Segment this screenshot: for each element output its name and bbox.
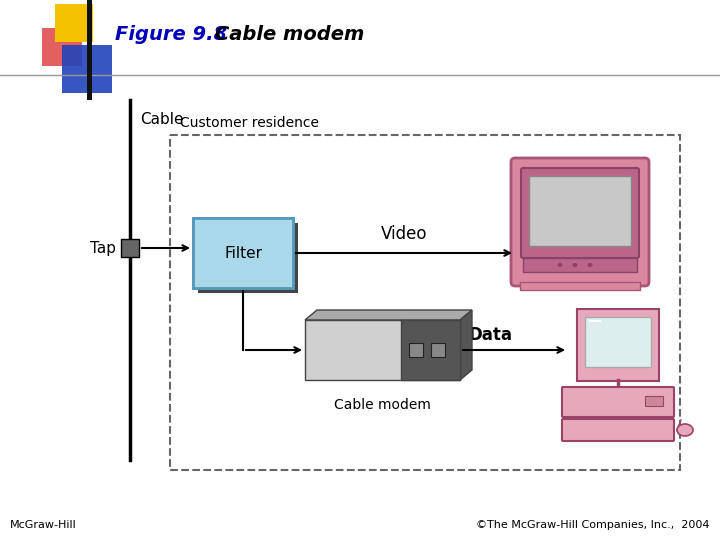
Bar xyxy=(431,343,445,357)
Bar xyxy=(193,218,293,288)
Text: McGraw-Hill: McGraw-Hill xyxy=(10,520,77,530)
Bar xyxy=(523,258,637,272)
Text: Cable: Cable xyxy=(140,112,184,127)
Bar xyxy=(645,396,663,406)
FancyBboxPatch shape xyxy=(562,419,674,441)
Bar xyxy=(62,45,112,93)
Polygon shape xyxy=(460,310,472,380)
Bar xyxy=(409,343,423,357)
Text: Filter: Filter xyxy=(224,246,262,260)
Text: Figure 9.8: Figure 9.8 xyxy=(115,24,227,44)
FancyBboxPatch shape xyxy=(511,158,649,286)
Bar xyxy=(401,320,460,380)
Bar xyxy=(305,320,460,380)
Bar xyxy=(198,223,298,293)
Bar xyxy=(42,28,82,66)
Bar xyxy=(87,0,92,100)
FancyBboxPatch shape xyxy=(521,168,639,258)
Text: Cable modem: Cable modem xyxy=(334,398,431,412)
FancyBboxPatch shape xyxy=(562,387,674,417)
Polygon shape xyxy=(305,310,472,320)
Bar xyxy=(520,282,640,290)
Ellipse shape xyxy=(572,263,577,267)
Text: Video: Video xyxy=(381,225,427,243)
Bar xyxy=(193,218,293,288)
Text: Customer residence: Customer residence xyxy=(180,116,319,130)
Ellipse shape xyxy=(588,263,593,267)
Bar xyxy=(585,317,651,367)
Text: Data: Data xyxy=(468,326,512,344)
Text: ©The McGraw-Hill Companies, Inc.,  2004: ©The McGraw-Hill Companies, Inc., 2004 xyxy=(477,520,710,530)
FancyBboxPatch shape xyxy=(577,309,659,381)
Text: Tap: Tap xyxy=(90,240,116,255)
Bar xyxy=(55,4,93,42)
Ellipse shape xyxy=(557,263,562,267)
Bar xyxy=(121,239,139,257)
Bar xyxy=(529,176,631,246)
Bar xyxy=(170,135,680,470)
Ellipse shape xyxy=(677,424,693,436)
Text: Cable modem: Cable modem xyxy=(215,24,364,44)
